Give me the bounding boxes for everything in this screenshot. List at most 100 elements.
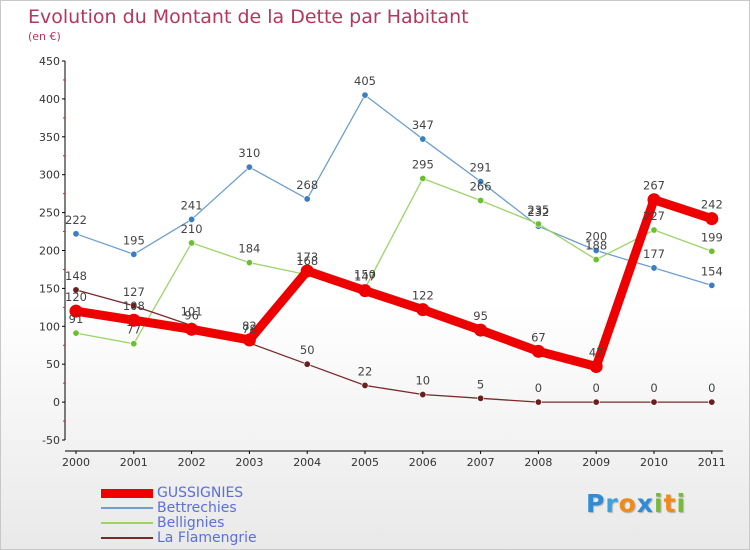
logo-letter: r [605, 489, 619, 518]
series-bellignies [72, 174, 716, 348]
data-label-gussignies: 120 [65, 290, 87, 304]
data-point-la-flamengrie [708, 398, 716, 406]
data-label-gussignies: 47 [589, 345, 604, 359]
data-point-gussignies [300, 264, 314, 278]
x-tick-label: 2011 [698, 456, 726, 469]
data-label-gussignies: 96 [184, 308, 199, 322]
data-point-gussignies [358, 284, 372, 298]
data-label-la-flamengrie: 78 [242, 322, 257, 336]
y-tick-label: 100 [39, 320, 60, 333]
data-label-bettrechies: 241 [181, 198, 203, 212]
data-label-bellignies: 199 [701, 230, 723, 244]
data-point-la-flamengrie [130, 302, 138, 310]
data-label-la-flamengrie: 0 [535, 381, 542, 395]
x-tick-label: 2000 [62, 456, 90, 469]
data-point-bellignies [534, 220, 542, 228]
data-label-gussignies: 67 [531, 330, 546, 344]
data-point-bellignies [477, 196, 485, 204]
x-tick-label: 2001 [120, 456, 148, 469]
data-point-bettrechies [650, 264, 658, 272]
legend-label-gussignies: GUSSIGNIES [157, 485, 244, 501]
data-point-gussignies [705, 212, 719, 226]
legend-swatch-la-flamengrie [101, 537, 153, 539]
data-label-la-flamengrie: 0 [593, 381, 600, 395]
data-label-gussignies: 108 [123, 299, 145, 313]
x-tick-label: 2006 [409, 456, 437, 469]
data-point-gussignies [531, 344, 545, 358]
data-label-bettrechies: 268 [296, 178, 318, 192]
data-label-bettrechies: 154 [701, 264, 723, 278]
data-label-gussignies: 95 [473, 309, 488, 323]
logo-letter: i [654, 489, 664, 518]
axes [64, 61, 723, 452]
data-point-la-flamengrie [650, 398, 658, 406]
y-axis-ticks: -50 0 50 100 150 200 250 300 350 400 450 [39, 55, 65, 447]
data-label-bellignies: 235 [527, 203, 549, 217]
data-point-gussignies [416, 303, 430, 317]
data-label-bellignies: 168 [296, 254, 318, 268]
data-label-la-flamengrie: 22 [358, 364, 373, 378]
data-label-bellignies: 188 [585, 239, 607, 253]
data-point-bettrechies [72, 230, 80, 238]
data-point-bellignies [188, 239, 196, 247]
logo-letter: o [618, 489, 637, 518]
data-label-la-flamengrie: 101 [181, 305, 203, 319]
data-point-bettrechies [592, 247, 600, 255]
legend-label-la-flamengrie: La Flamengrie [157, 530, 257, 546]
logo-letter: P [586, 489, 606, 518]
data-point-bettrechies [361, 91, 369, 99]
x-tick-label: 2003 [235, 456, 263, 469]
x-tick-label: 2005 [351, 456, 379, 469]
y-tick-label: 350 [39, 131, 60, 144]
y-tick-label: 0 [53, 396, 60, 409]
data-point-bellignies [708, 247, 716, 255]
data-point-bettrechies [419, 135, 427, 143]
series-layer [69, 91, 719, 406]
series-line-la-flamengrie [75, 289, 712, 403]
legend-swatch-bellignies [101, 522, 153, 524]
data-label-bettrechies: 200 [585, 230, 607, 244]
data-label-bellignies: 266 [470, 179, 492, 193]
x-axis-ticks: 2000 2001 2002 2003 2004 2005 2006 2007 2008 2009… [62, 451, 726, 469]
data-point-bettrechies [477, 178, 485, 186]
series-line-bettrechies [75, 94, 712, 286]
y-tick-label: 250 [39, 207, 60, 220]
data-label-bellignies: 77 [126, 323, 141, 337]
y-tick-label: -50 [42, 434, 60, 447]
data-label-bettrechies: 232 [527, 205, 549, 219]
logo-letter: t [663, 489, 677, 518]
x-tick-label: 2009 [582, 456, 610, 469]
y-tick-label: 300 [39, 169, 60, 182]
y-tick-label: 150 [39, 282, 60, 295]
x-tick-label: 2008 [524, 456, 552, 469]
series-line-bellignies [75, 177, 713, 345]
y-tick-label: 450 [39, 55, 60, 68]
data-point-bellignies [72, 329, 80, 337]
data-label-bellignies: 227 [643, 209, 665, 223]
data-label-gussignies: 147 [354, 270, 376, 284]
data-point-bettrechies [245, 163, 253, 171]
data-label-bellignies: 210 [181, 222, 203, 236]
data-point-gussignies [474, 323, 488, 337]
data-point-la-flamengrie [419, 391, 427, 399]
data-point-la-flamengrie [72, 286, 80, 294]
chart-subtitle: (en €) [28, 30, 61, 43]
data-point-bellignies [419, 174, 427, 182]
data-point-bellignies [650, 226, 658, 234]
data-label-gussignies: 242 [701, 198, 723, 212]
data-point-gussignies [589, 359, 603, 373]
proxiti-logo: Proxiti [586, 489, 686, 518]
data-label-bettrechies: 291 [470, 161, 492, 175]
data-label-bellignies: 184 [238, 242, 260, 256]
data-point-gussignies [242, 333, 256, 347]
data-point-la-flamengrie [361, 381, 369, 389]
data-label-la-flamengrie: 148 [65, 269, 87, 283]
data-label-bettrechies: 405 [354, 74, 376, 88]
legend-label-bettrechies: Bettrechies [157, 500, 237, 516]
data-point-bellignies [592, 256, 600, 264]
data-label-bellignies: 91 [69, 312, 84, 326]
data-point-bettrechies [708, 281, 716, 289]
data-label-gussignies: 122 [412, 289, 434, 303]
data-label-bettrechies: 310 [238, 146, 260, 160]
